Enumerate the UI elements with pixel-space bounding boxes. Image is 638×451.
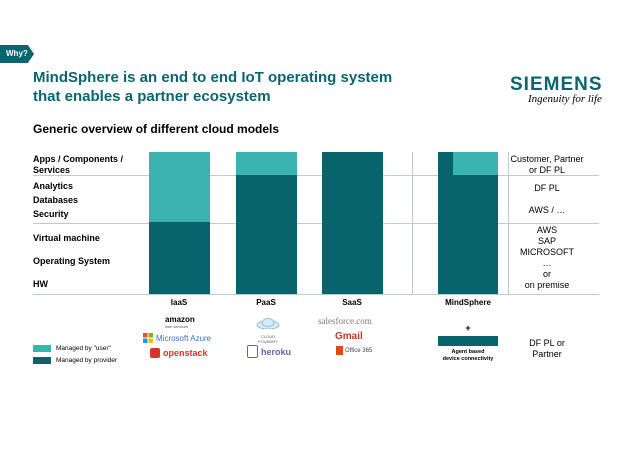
- row-divider: [33, 175, 599, 176]
- row-label-analytics: Analytics: [33, 181, 74, 191]
- column-divider: [412, 152, 413, 294]
- column-label-saas: SaaS: [342, 298, 362, 307]
- column-label-paas: PaaS: [256, 298, 276, 307]
- row-label-apps-line1: Apps / Components /: [33, 154, 123, 164]
- right-label-infra-line5: or: [542, 269, 551, 279]
- iaas-provider-block: [149, 222, 210, 294]
- agent-label: Agent based device connectivity: [432, 349, 504, 363]
- azure-logo: Microsoft Azure: [143, 333, 211, 343]
- openstack-logo-text: openstack: [163, 348, 208, 358]
- paas-provider-block: [236, 175, 297, 294]
- row-label-os: Operating System: [33, 256, 111, 266]
- page-title: MindSphere is an end to end IoT operatin…: [33, 68, 393, 106]
- cloudfoundry-line2: FOUNDRY: [258, 339, 278, 344]
- agent-connectivity-block: [438, 336, 498, 346]
- agent-label-line1: Agent based: [451, 349, 485, 355]
- heroku-logo-text: heroku: [261, 346, 292, 357]
- right-label-partner-line1: DF PL or: [529, 338, 565, 348]
- cloudfoundry-line1: CLOUD: [260, 334, 275, 339]
- legend-label-provider: Managed by provider: [56, 357, 118, 364]
- section-subtitle: Generic overview of different cloud mode…: [33, 122, 280, 136]
- office365-logo-text: Office 365: [345, 347, 373, 354]
- right-label-infra-line3: MICROSOFT: [520, 247, 574, 257]
- mindsphere-provider-block: [438, 175, 498, 294]
- heroku-icon: [247, 345, 258, 358]
- row-divider: [33, 223, 599, 224]
- heroku-logo: heroku: [247, 345, 291, 358]
- amazon-logo: amazon web services: [165, 315, 195, 329]
- column-divider: [508, 152, 509, 294]
- mindsphere-provider-top: [438, 152, 453, 175]
- row-label-security: Security: [33, 209, 69, 219]
- row-label-apps-line2: Services: [33, 165, 71, 175]
- title-line-2: that enables a partner ecosystem: [33, 88, 271, 105]
- windows-icon: [143, 333, 153, 343]
- mindsphere-user-block: [453, 152, 498, 175]
- iaas-user-block: [149, 152, 210, 222]
- cloud-icon: [256, 318, 280, 330]
- gmail-logo: Gmail: [335, 331, 363, 342]
- row-label-apps: Apps / Components / Services: [33, 154, 123, 176]
- azure-logo-text: Microsoft Azure: [156, 333, 212, 343]
- right-label-infra-line6: on premise: [524, 280, 570, 290]
- paas-user-block: [236, 152, 297, 175]
- right-label-infrastructure: AWS SAP MICROSOFT … or on premise: [502, 225, 592, 291]
- right-label-apps: Customer, Partner or DF PL: [502, 154, 592, 176]
- right-label-aws: AWS / …: [528, 205, 566, 215]
- amazon-logo-text: amazon: [165, 315, 195, 324]
- row-label-vm: Virtual machine: [33, 233, 100, 243]
- title-line-1: MindSphere is an end to end IoT operatin…: [33, 69, 393, 86]
- agent-label-line2: device connectivity: [442, 356, 494, 362]
- salesforce-logo: salesforce.com: [318, 316, 372, 326]
- column-label-iaas: IaaS: [170, 298, 188, 307]
- legend-swatch-provider: [33, 357, 51, 364]
- column-label-mindsphere: MindSphere: [445, 298, 491, 307]
- legend-swatch-user: [33, 345, 51, 352]
- saas-provider-block: [322, 152, 383, 294]
- office365-logo: Office 365: [336, 346, 372, 355]
- right-label-apps-line1: Customer, Partner: [510, 154, 584, 164]
- office-icon: [336, 346, 343, 355]
- row-label-hw: HW: [33, 279, 48, 289]
- right-label-middleware: DF PL: [534, 183, 560, 193]
- legend-label-user: Managed by "user": [56, 345, 111, 352]
- amazon-logo-sub: web services: [165, 324, 189, 329]
- siemens-tagline: Ingenuity for life: [528, 93, 602, 105]
- siemens-logo: SIEMENS: [510, 74, 603, 95]
- why-tag: Why?: [0, 45, 34, 63]
- mindsphere-plus: +: [465, 323, 471, 333]
- row-divider: [33, 294, 599, 295]
- openstack-logo: openstack: [150, 348, 208, 358]
- cloudfoundry-logo: CLOUD FOUNDRY: [253, 316, 283, 344]
- right-label-apps-line2: or DF PL: [528, 165, 565, 175]
- row-label-databases: Databases: [33, 195, 79, 205]
- right-label-infra-line1: AWS: [536, 225, 558, 235]
- right-label-partner-line2: Partner: [532, 349, 562, 359]
- right-label-infra-line4: …: [542, 258, 552, 268]
- right-label-infra-line2: SAP: [537, 236, 556, 246]
- right-label-partner: DF PL or Partner: [502, 338, 592, 360]
- openstack-icon: [150, 348, 160, 358]
